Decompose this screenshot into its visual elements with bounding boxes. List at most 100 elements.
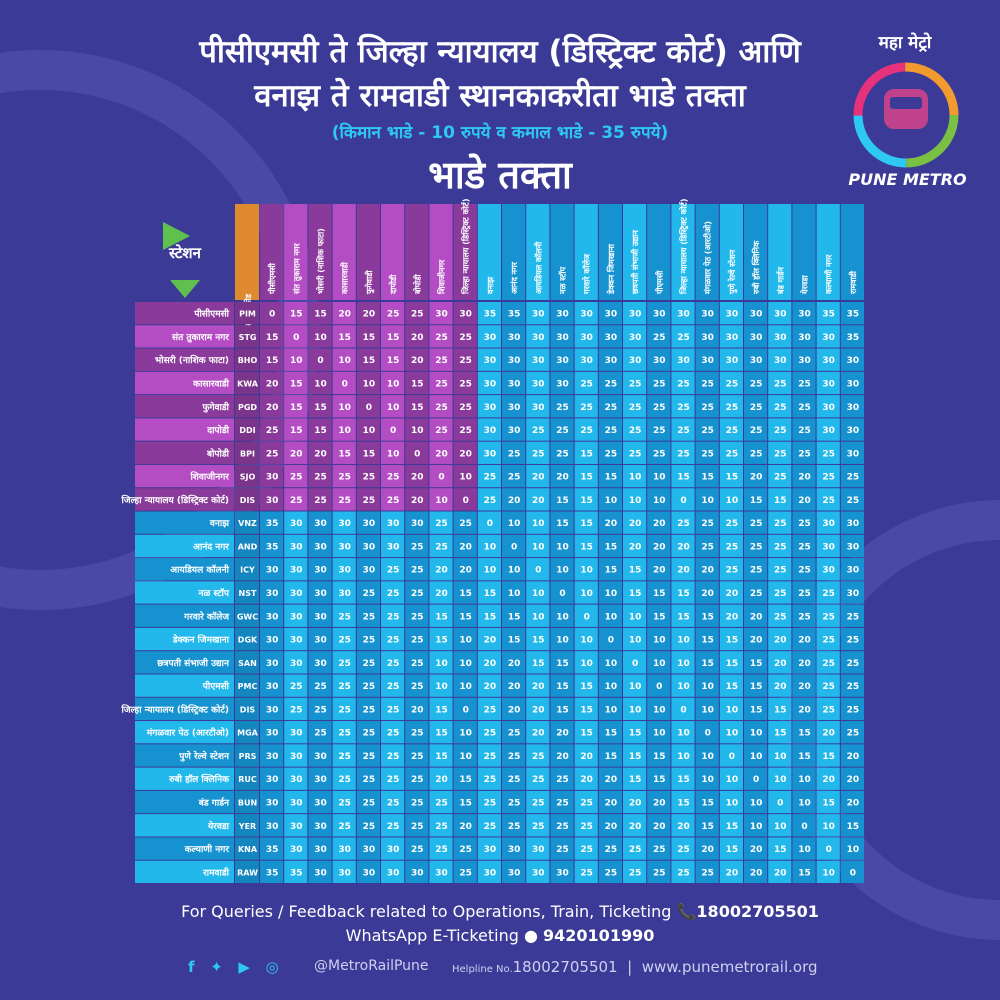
fare-cell	[598, 418, 622, 441]
fare-cell	[623, 464, 647, 488]
fare: 0	[535, 566, 541, 576]
fare-cell	[792, 302, 816, 325]
fare-cell	[356, 534, 380, 558]
logo-text: PUNE METRO	[848, 170, 967, 189]
fare: 25	[338, 659, 351, 669]
fare-cell	[308, 697, 332, 721]
fare: 20	[653, 799, 666, 809]
header-label: नळ स्टॉप	[558, 266, 568, 295]
fare-cell	[744, 674, 768, 697]
fare-cell	[526, 627, 550, 651]
fare-cell	[574, 674, 598, 697]
fare-cell	[332, 464, 356, 488]
fare: 10	[484, 566, 497, 576]
fare-cell	[719, 441, 743, 464]
fare-cell	[526, 674, 550, 697]
fare: 35	[484, 310, 497, 320]
fare-cell	[260, 418, 284, 441]
fare-cell	[308, 511, 332, 534]
fare: 20	[629, 542, 642, 552]
row-name-cell	[135, 721, 234, 744]
fare-cell	[308, 325, 332, 348]
fare-cell	[792, 488, 816, 511]
fare-cell	[816, 697, 840, 721]
fare-cell	[526, 767, 550, 790]
fare-cell	[429, 395, 453, 418]
fare: 20	[484, 682, 497, 692]
fare: 25	[701, 403, 714, 413]
station-name: जिल्हा न्यायालय (डिस्ट्रिक्ट कोर्ट)	[121, 703, 229, 715]
fare-cell	[526, 814, 550, 837]
fare: 20	[750, 636, 763, 646]
fare: 15	[556, 496, 569, 506]
row-name-cell	[135, 604, 234, 627]
fare-cell	[719, 302, 743, 325]
fare: 30	[605, 333, 618, 343]
station-name: पीएमसी	[202, 680, 230, 692]
fare: 10	[484, 542, 497, 552]
station-name: आयडियल कॉलनी	[170, 564, 229, 576]
fare: 25	[750, 379, 763, 389]
fare: 20	[653, 566, 666, 576]
fare: 25	[266, 449, 279, 459]
fare-cell	[550, 581, 574, 604]
station-name: रामवाडी	[202, 866, 230, 878]
fare: 30	[605, 310, 618, 320]
fare: 25	[411, 310, 424, 320]
fare: 25	[435, 403, 448, 413]
fare: 30	[387, 845, 400, 855]
fare-cell	[453, 651, 477, 674]
fare-cell	[647, 511, 671, 534]
fare: 25	[387, 473, 400, 483]
fare: 30	[290, 729, 303, 739]
fare: 25	[750, 542, 763, 552]
fare: 10	[847, 845, 860, 855]
social-icons: f ✦ ▶ ◎	[188, 958, 279, 976]
fare-cell	[381, 651, 405, 674]
fare: 25	[750, 519, 763, 529]
station-code: BUN	[238, 799, 257, 808]
fare: 25	[653, 868, 666, 878]
fare-cell	[623, 488, 647, 511]
fare-cell	[598, 441, 622, 464]
fare-cell	[550, 721, 574, 744]
fare: 30	[363, 519, 376, 529]
fare: 10	[629, 473, 642, 483]
fare-cell	[768, 837, 792, 860]
fare: 10	[726, 496, 739, 506]
website[interactable]: www.punemetrorail.org	[641, 958, 818, 976]
fare: 15	[459, 775, 472, 785]
fare-cell	[453, 441, 477, 464]
fare: 20	[532, 705, 545, 715]
fare-cell	[671, 744, 695, 767]
fare: 25	[653, 426, 666, 436]
fare: 25	[363, 729, 376, 739]
station-code: GWC	[237, 612, 258, 621]
fare-cell	[502, 302, 526, 325]
fare-cell	[526, 604, 550, 627]
fare-cell	[332, 511, 356, 534]
code-cell	[235, 418, 259, 441]
fare: 30	[314, 519, 327, 529]
fare-cell	[647, 651, 671, 674]
fare-cell	[671, 464, 695, 488]
fare-cell	[405, 464, 429, 488]
fare: 30	[580, 333, 593, 343]
fare-cell	[623, 348, 647, 371]
fare-cell	[308, 464, 332, 488]
fare: 30	[556, 379, 569, 389]
fare: 25	[484, 752, 497, 762]
fare: 25	[605, 403, 618, 413]
fare: 25	[363, 799, 376, 809]
fare: 25	[338, 636, 351, 646]
fare: 15	[701, 636, 714, 646]
fare-cell	[623, 302, 647, 325]
fare: 20	[798, 659, 811, 669]
fare-cell	[429, 441, 453, 464]
fare: 25	[508, 799, 521, 809]
fare: 20	[653, 519, 666, 529]
fare: 25	[774, 612, 787, 622]
fare-cell	[332, 627, 356, 651]
fare-cell	[453, 860, 477, 883]
fare: 25	[411, 612, 424, 622]
